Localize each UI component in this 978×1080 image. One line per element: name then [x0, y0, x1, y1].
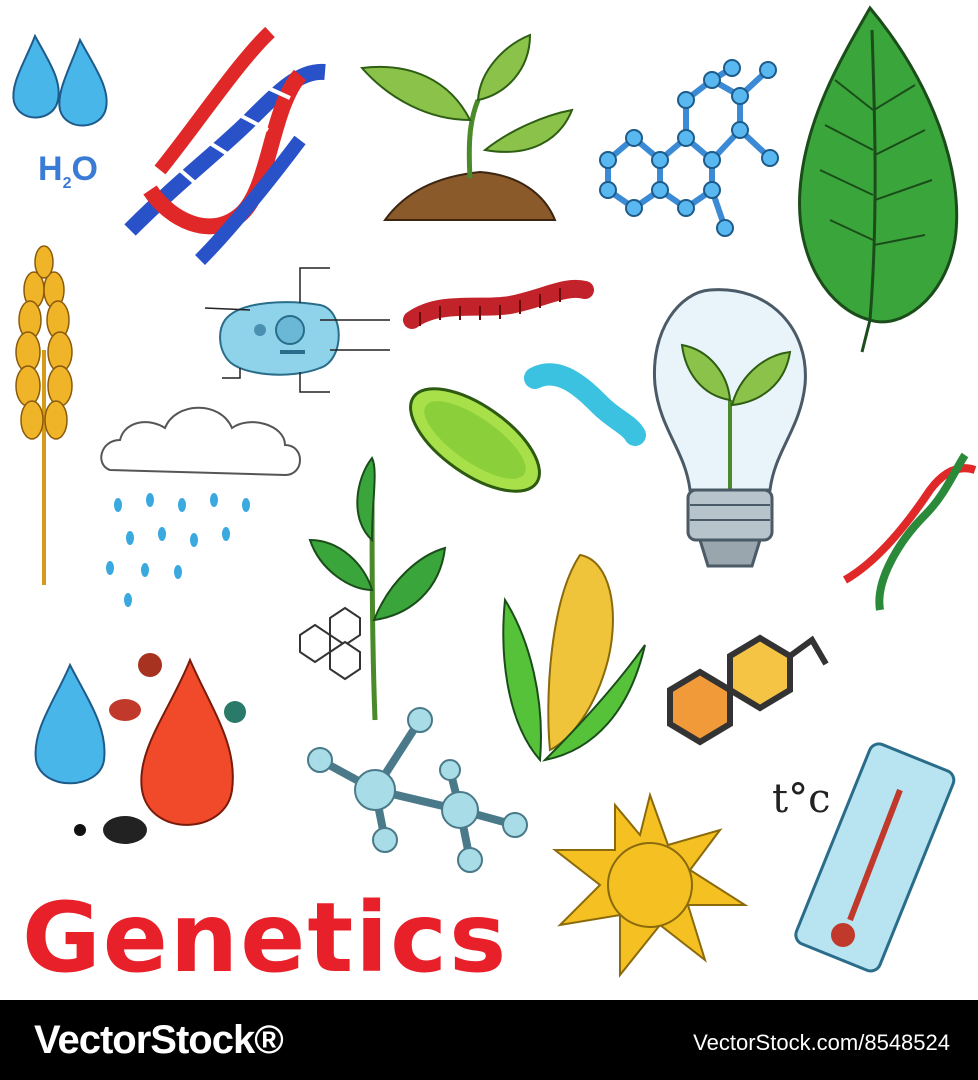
water-formula-label: H2O	[38, 150, 98, 193]
water-formula-o: O	[71, 150, 98, 188]
molecule-balls-icon	[307, 707, 528, 873]
image-reference: VectorStock.com/8548524	[693, 1030, 950, 1055]
cloud-rain-icon	[100, 406, 301, 607]
cell-icon	[204, 267, 390, 393]
drops-microbes-icon	[34, 653, 246, 844]
wheat-icon	[15, 245, 73, 585]
water-formula-h: H	[38, 150, 63, 188]
water-drops-icon	[12, 33, 108, 127]
leaf-icon	[798, 5, 959, 353]
hexagon-molecule-icon	[667, 634, 829, 746]
footer-bar: VectorStock® VectorStock.com/8548524	[0, 1000, 978, 1080]
molecule-icon	[599, 59, 779, 237]
sprout-icon	[360, 33, 574, 221]
sun-icon	[552, 791, 749, 978]
page-title: Genetics	[22, 882, 509, 994]
water-formula-subscript: 2	[62, 174, 72, 192]
larva-icon	[524, 363, 646, 446]
corn-icon	[502, 553, 646, 763]
plant-icon	[299, 456, 447, 721]
brand-logo: VectorStock®	[34, 1018, 284, 1062]
worm-icon	[403, 279, 594, 329]
dna-small-icon	[842, 452, 977, 611]
dna-helix-icon	[124, 26, 326, 265]
thermometer-icon	[794, 742, 956, 973]
bulb-plant-icon	[652, 288, 807, 568]
bacteria-icon	[409, 387, 541, 493]
temperature-label: t°c	[772, 776, 831, 822]
